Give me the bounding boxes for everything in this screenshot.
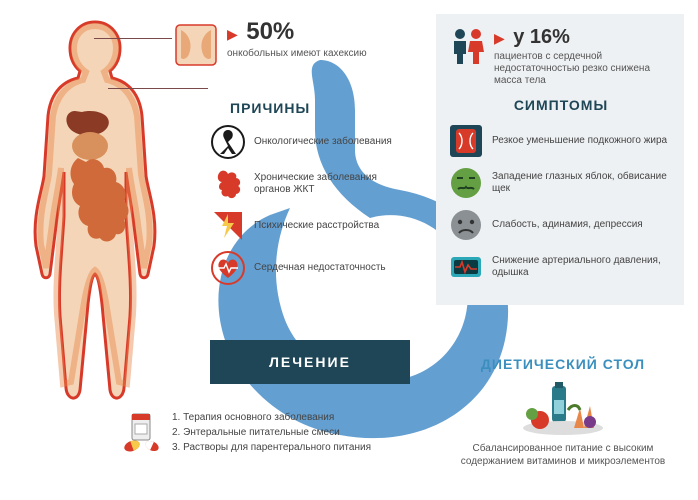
ribbon-icon xyxy=(210,124,246,160)
heart-pulse-icon xyxy=(210,250,246,286)
sick-face-icon xyxy=(448,165,484,201)
treatment-item: Терапия основного заболевания xyxy=(172,410,371,425)
body-figure xyxy=(20,16,170,416)
treatment-list: Терапия основного заболевания Энтеральны… xyxy=(172,410,371,455)
medication-icon xyxy=(120,410,164,454)
symptom-text: Западение глазных яблок, обвисание щек xyxy=(492,171,674,196)
diet-section: ДИЕТИЧЕСКИЙ СТОЛ Сбалансированное питани… xyxy=(448,356,678,468)
causes-section: ПРИЧИНЫ Онкологические заболевания Хрони… xyxy=(210,100,410,292)
sad-face-icon xyxy=(448,207,484,243)
stat-description: онкобольных имеют кахексию xyxy=(227,48,375,60)
symptom-item: Западение глазных яблок, обвисание щек xyxy=(448,165,674,201)
symptom-item: Снижение артериального давления, одышка xyxy=(448,249,674,285)
arrow-icon: ▶ xyxy=(227,26,238,42)
stat-description: пациентов с сердечной недостаточностью р… xyxy=(494,51,674,87)
treatment-item: Растворы для парентерального питания xyxy=(172,440,371,455)
cause-text: Онкологические заболевания xyxy=(254,136,392,149)
symptom-text: Снижение артериального давления, одышка xyxy=(492,255,674,280)
cause-item: Сердечная недостаточность xyxy=(210,250,410,286)
cause-text: Сердечная недостаточность xyxy=(254,262,386,275)
stat-percent: у 16% xyxy=(513,26,570,48)
cause-text: Хронические заболевания органов ЖКТ xyxy=(254,172,410,197)
treatment-heading: ЛЕЧЕНИЕ xyxy=(210,340,410,384)
cause-item: Хронические заболевания органов ЖКТ xyxy=(210,166,410,202)
bp-monitor-icon xyxy=(448,249,484,285)
arrow-icon: ▶ xyxy=(494,30,505,46)
stat-heart-failure: ▶ у 16% пациентов с сердечной недостаточ… xyxy=(448,26,674,87)
treatment-section: Терапия основного заболевания Энтеральны… xyxy=(120,410,410,455)
cause-text: Психические расстройства xyxy=(254,220,379,233)
symptom-text: Слабость, адинамия, депрессия xyxy=(492,219,643,232)
connector-line xyxy=(94,38,172,39)
symptoms-panel: ▶ у 16% пациентов с сердечной недостаточ… xyxy=(436,14,684,305)
cause-item: Онкологические заболевания xyxy=(210,124,410,160)
connector-line xyxy=(108,88,208,89)
cause-item: Психические расстройства xyxy=(210,208,410,244)
diet-title: ДИЕТИЧЕСКИЙ СТОЛ xyxy=(448,356,678,372)
symptom-text: Резкое уменьшение подкожного жира xyxy=(492,135,667,148)
stat-cachexia: ▶ 50% онкобольных имеют кахексию xyxy=(175,18,375,60)
treatment-item: Энтеральные питательные смеси xyxy=(172,425,371,440)
people-icon xyxy=(448,26,488,66)
diet-description: Сбалансированное питание с высоким содер… xyxy=(448,442,678,468)
food-icon xyxy=(518,380,608,436)
gut-icon xyxy=(210,166,246,202)
bolt-icon xyxy=(210,208,246,244)
fat-layer-icon xyxy=(448,123,484,159)
symptom-item: Резкое уменьшение подкожного жира xyxy=(448,123,674,159)
causes-title: ПРИЧИНЫ xyxy=(230,100,410,116)
stat-percent: 50% xyxy=(246,18,294,45)
symptoms-title: СИМПТОМЫ xyxy=(448,97,674,113)
symptom-item: Слабость, адинамия, депрессия xyxy=(448,207,674,243)
